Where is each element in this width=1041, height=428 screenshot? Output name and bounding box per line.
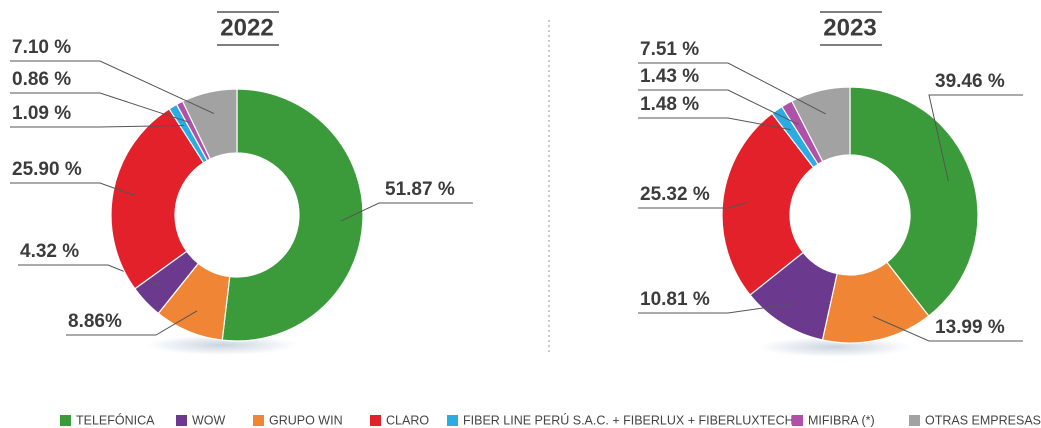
slice (721, 112, 815, 296)
legend-swatch (60, 415, 71, 426)
leader-line (66, 310, 198, 336)
legend-swatch (253, 415, 264, 426)
legend-swatch (176, 415, 187, 426)
value-label: 8.86% (68, 311, 122, 332)
legend-label: FIBER LINE PERÚ S.A.C. + FIBERLUX + FIBE… (463, 412, 794, 427)
legend-label: GRUPO WIN (269, 413, 343, 427)
legend-label: MIFIBRA (*) (808, 413, 875, 427)
legend-swatch (909, 415, 920, 426)
slice (181, 88, 238, 160)
value-label: 7.51 % (640, 39, 699, 60)
legend-label: TELEFÓNICA (76, 412, 155, 427)
value-label: 0.86 % (12, 69, 71, 90)
legend-swatch (447, 415, 458, 426)
slice (791, 86, 851, 163)
legend-label: CLARO (386, 413, 429, 427)
value-label: 1.09 % (12, 103, 71, 124)
chart-title: 2023 (823, 14, 876, 41)
leader-line (638, 89, 799, 126)
legend-swatch (370, 415, 381, 426)
leader-line (638, 62, 826, 115)
value-label: 4.32 % (20, 241, 79, 262)
shadow (758, 337, 912, 357)
leader-line (10, 182, 136, 196)
value-label: 1.48 % (640, 94, 699, 115)
leader-line (638, 302, 796, 314)
leader-line (10, 60, 215, 115)
chart-title: 2022 (220, 14, 273, 41)
value-label: 7.10 % (12, 37, 71, 58)
value-label: 39.46 % (935, 71, 1005, 92)
value-label: 13.99 % (935, 317, 1005, 338)
value-label: 25.90 % (12, 159, 82, 180)
slice (849, 86, 979, 317)
leader-line (10, 92, 190, 123)
shadow (146, 335, 298, 355)
leader-line (340, 202, 473, 222)
legend-label: OTRAS EMPRESAS (925, 413, 1041, 427)
value-label: 10.81 % (640, 289, 710, 310)
value-label: 1.43 % (640, 66, 699, 87)
leader-line (638, 202, 747, 209)
value-label: 25.32 % (640, 184, 710, 205)
slice (110, 107, 205, 290)
leader-line (928, 94, 1023, 182)
legend-label: WOW (192, 413, 226, 427)
leader-line (10, 124, 185, 128)
leader-line (872, 315, 1023, 342)
slice (221, 88, 364, 342)
legend-swatch (792, 415, 803, 426)
leader-line (638, 117, 791, 131)
value-label: 51.87 % (385, 179, 455, 200)
